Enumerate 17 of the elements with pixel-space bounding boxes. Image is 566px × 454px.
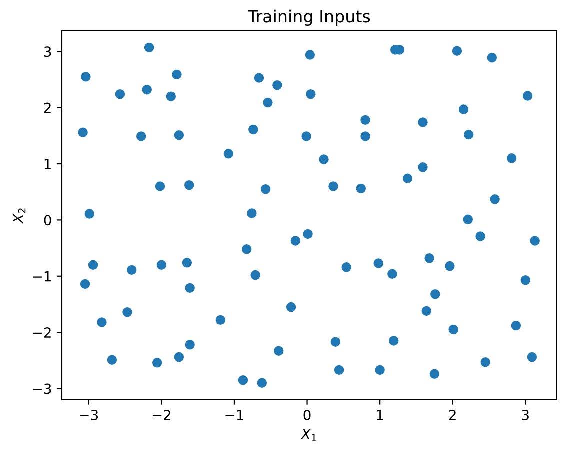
x-tick-label: 0 bbox=[304, 410, 311, 420]
y-tick-label: −1 bbox=[33, 272, 51, 282]
x-tick-label: −2 bbox=[152, 410, 171, 420]
x-tick-label: 3 bbox=[522, 410, 529, 420]
y-tick-label: 3 bbox=[44, 46, 52, 58]
x-tick-label: 2 bbox=[449, 410, 456, 420]
chart-title: Training Inputs bbox=[248, 10, 370, 26]
y-tick-label: 0 bbox=[44, 215, 52, 226]
y-tick-label: 1 bbox=[44, 159, 51, 170]
x-tick-label: −3 bbox=[80, 410, 98, 420]
y-tick-label: −2 bbox=[33, 328, 51, 338]
y-tick-label: 2 bbox=[44, 102, 51, 114]
x-tick-label: −1 bbox=[226, 410, 244, 420]
x-tick-label: 1 bbox=[377, 410, 384, 420]
y-tick-label: −3 bbox=[33, 384, 52, 394]
x-axis-title: X$_{1}$ bbox=[300, 429, 316, 442]
y-axis-title: X$_{2}$ bbox=[13, 208, 26, 224]
